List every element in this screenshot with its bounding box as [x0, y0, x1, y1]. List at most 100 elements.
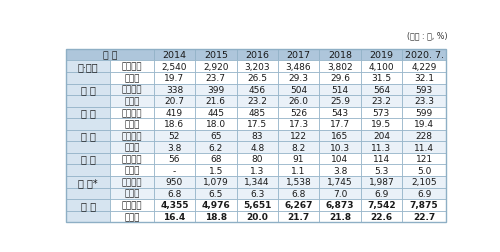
Bar — [66, 119, 110, 130]
Bar — [402, 130, 446, 142]
Bar — [195, 50, 236, 61]
Bar — [278, 119, 320, 130]
Bar — [320, 188, 360, 199]
Text: 18.8: 18.8 — [204, 212, 227, 221]
Text: 7.0: 7.0 — [333, 189, 347, 198]
Text: 2019: 2019 — [370, 51, 394, 60]
Bar — [236, 107, 278, 119]
Bar — [320, 50, 360, 61]
Bar — [402, 199, 446, 211]
Bar — [360, 130, 402, 142]
Text: 11.3: 11.3 — [372, 143, 392, 152]
Bar — [360, 165, 402, 176]
Text: 2020. 7.: 2020. 7. — [404, 51, 444, 60]
Bar — [195, 142, 236, 153]
Text: 19.7: 19.7 — [164, 74, 184, 83]
Text: 8.2: 8.2 — [292, 143, 306, 152]
Text: 29.3: 29.3 — [288, 74, 308, 83]
Text: 3,203: 3,203 — [244, 62, 270, 71]
Text: 2017: 2017 — [286, 51, 310, 60]
Bar — [236, 188, 278, 199]
Text: 전 체: 전 체 — [80, 200, 96, 210]
Bar — [195, 130, 236, 142]
Bar — [110, 73, 154, 84]
Text: 80: 80 — [252, 154, 263, 164]
Text: 83: 83 — [252, 132, 263, 140]
Text: 65: 65 — [210, 132, 222, 140]
Text: 4,355: 4,355 — [160, 201, 188, 210]
Text: 26.0: 26.0 — [288, 97, 308, 106]
Bar — [402, 96, 446, 107]
Bar — [195, 153, 236, 165]
Bar — [402, 84, 446, 96]
Bar — [195, 119, 236, 130]
Bar — [195, 199, 236, 211]
Text: 18.6: 18.6 — [164, 120, 184, 129]
Text: 등록건수: 등록건수 — [122, 154, 142, 164]
Text: 122: 122 — [290, 132, 307, 140]
Bar — [195, 107, 236, 119]
Bar — [195, 188, 236, 199]
Text: 1.1: 1.1 — [292, 166, 306, 175]
Text: 20.0: 20.0 — [246, 212, 268, 221]
Text: 165: 165 — [332, 132, 348, 140]
Bar — [66, 188, 110, 199]
Bar — [236, 119, 278, 130]
Text: 활용률: 활용률 — [124, 189, 140, 198]
Text: 20.7: 20.7 — [164, 97, 184, 106]
Text: 6.3: 6.3 — [250, 189, 264, 198]
Bar — [66, 142, 110, 153]
Bar — [236, 176, 278, 188]
Text: 2,540: 2,540 — [162, 62, 187, 71]
Text: 활용률: 활용률 — [124, 120, 140, 129]
Text: 22.7: 22.7 — [413, 212, 435, 221]
Text: 23.3: 23.3 — [414, 97, 434, 106]
Bar — [278, 176, 320, 188]
Text: 환 경: 환 경 — [81, 131, 96, 141]
Bar — [110, 165, 154, 176]
Text: 산 림: 산 림 — [81, 108, 96, 118]
Text: 3,486: 3,486 — [286, 62, 312, 71]
Text: 485: 485 — [248, 108, 266, 117]
Text: 121: 121 — [416, 154, 432, 164]
Bar — [236, 50, 278, 61]
Text: 1.5: 1.5 — [208, 166, 223, 175]
Text: 593: 593 — [416, 85, 432, 94]
Bar — [110, 176, 154, 188]
Text: 564: 564 — [373, 85, 390, 94]
Bar — [320, 130, 360, 142]
Text: 등록건수: 등록건수 — [122, 178, 142, 186]
Text: 31.5: 31.5 — [372, 74, 392, 83]
Text: 950: 950 — [166, 178, 183, 186]
Bar — [360, 119, 402, 130]
Text: 3.8: 3.8 — [333, 166, 347, 175]
Text: 573: 573 — [373, 108, 390, 117]
Bar — [66, 84, 110, 96]
Text: 5.0: 5.0 — [417, 166, 432, 175]
Text: 19.5: 19.5 — [372, 120, 392, 129]
Bar — [154, 165, 195, 176]
Text: 활용률: 활용률 — [124, 166, 140, 175]
Text: 6.8: 6.8 — [167, 189, 182, 198]
Text: 4,100: 4,100 — [368, 62, 394, 71]
Text: 6.9: 6.9 — [417, 189, 432, 198]
Text: 22.6: 22.6 — [370, 212, 392, 221]
Text: 6.9: 6.9 — [374, 189, 388, 198]
Bar — [278, 61, 320, 73]
Text: 등록건수: 등록건수 — [122, 85, 142, 94]
Text: 2014: 2014 — [162, 51, 186, 60]
Bar — [278, 107, 320, 119]
Text: 114: 114 — [373, 154, 390, 164]
Bar — [360, 61, 402, 73]
Text: 445: 445 — [208, 108, 224, 117]
Bar — [110, 84, 154, 96]
Bar — [110, 61, 154, 73]
Text: 504: 504 — [290, 85, 307, 94]
Text: 활용률: 활용률 — [124, 143, 140, 152]
Bar — [195, 96, 236, 107]
Bar — [402, 165, 446, 176]
Bar — [320, 211, 360, 222]
Text: 6,267: 6,267 — [284, 201, 313, 210]
Text: 1,538: 1,538 — [286, 178, 312, 186]
Bar — [402, 153, 446, 165]
